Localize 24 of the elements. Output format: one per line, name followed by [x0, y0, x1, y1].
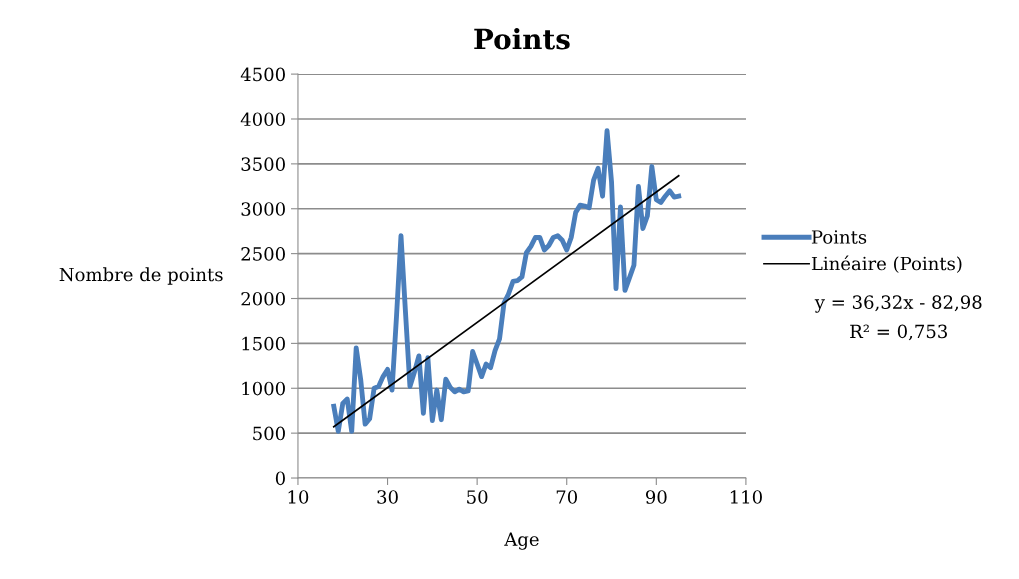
x-tick-label: 50 — [467, 490, 488, 504]
y-tick-label: 0 — [275, 471, 285, 486]
y-tick-label: 4000 — [240, 112, 285, 127]
x-tick-label: 30 — [377, 490, 398, 504]
y-tick-label: 3500 — [241, 157, 285, 171]
y-tick-label: 500 — [253, 426, 285, 441]
y-axis-title: Nombre de points — [59, 267, 223, 285]
x-tick-label: 110 — [730, 490, 762, 504]
y-tick-label: 2000 — [241, 291, 285, 306]
legend-label: Points — [811, 230, 867, 244]
y-tick-label: 3000 — [241, 202, 285, 216]
chart-title: Points — [474, 28, 570, 50]
x-axis-title: Age — [504, 532, 539, 550]
line-series — [331, 128, 682, 434]
y-tick-label: 2500 — [241, 247, 285, 261]
text: y = 36,32x - 82,98 — [814, 295, 982, 313]
text: R² = 0,753 — [850, 324, 947, 341]
x-tick-label: 10 — [288, 490, 309, 504]
x-tick-label: 70 — [556, 490, 578, 504]
y-tick-label: 4500 — [240, 67, 285, 82]
legend-label: Linéaire (Points) — [811, 255, 962, 273]
y-tick-label: 1000 — [242, 381, 285, 396]
x-tick-label: 90 — [645, 490, 667, 504]
y-tick-label: 1500 — [242, 336, 285, 351]
